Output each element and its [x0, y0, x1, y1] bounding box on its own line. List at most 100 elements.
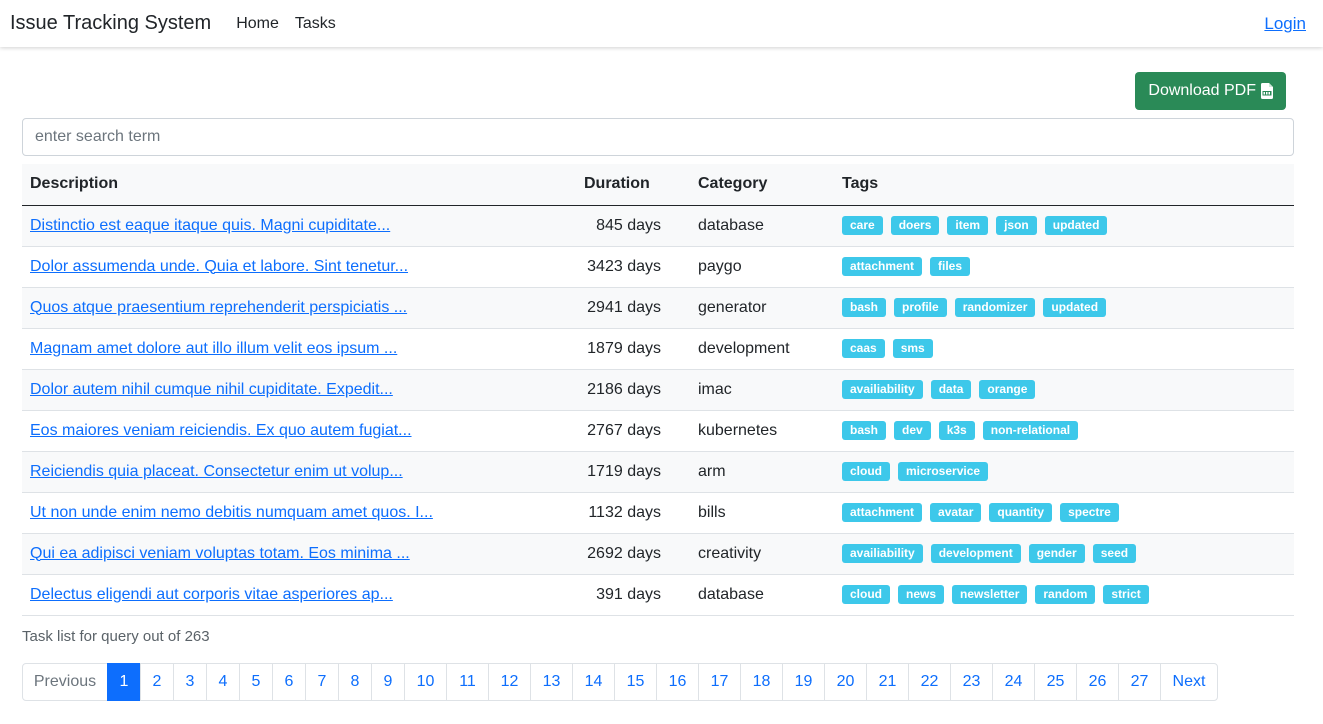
table-body: Distinctio est eaque itaque quis. Magni … [22, 205, 1294, 616]
table-header-row: Description Duration Category Tags [22, 164, 1294, 206]
cell-tags: cloud microservice [834, 451, 1294, 493]
page-2-button[interactable]: 2 [140, 662, 174, 701]
table-row: Delectus eligendi aut corporis vitae asp… [22, 574, 1294, 616]
task-description-link[interactable]: Distinctio est eaque itaque quis. Magni … [30, 216, 391, 234]
login-link[interactable]: Login [1264, 13, 1306, 33]
task-description-link[interactable]: Quos atque praesentium reprehenderit per… [30, 298, 408, 316]
brand-title[interactable]: Issue Tracking System [10, 12, 212, 34]
tag-badge: avatar [930, 503, 982, 522]
task-description-link[interactable]: Ut non unde enim nemo debitis numquam am… [30, 503, 433, 521]
table-row: Reiciendis quia placeat. Consectetur eni… [22, 451, 1294, 493]
cell-tags: care doers item json updated [834, 205, 1294, 247]
task-description-link[interactable]: Dolor assumenda unde. Quia et labore. Si… [30, 257, 409, 275]
cell-tags: attachment avatar quantity spectre [834, 492, 1294, 534]
task-description-link[interactable]: Magnam amet dolore aut illo illum velit … [30, 339, 398, 357]
cell-duration: 2767 days [576, 410, 690, 452]
header-duration[interactable]: Duration [576, 164, 690, 206]
tag-badge: randomizer [954, 298, 1036, 317]
toolbar: Download PDF [22, 72, 1294, 110]
page-9-button[interactable]: 9 [371, 662, 405, 701]
tag-badge: newsletter [952, 585, 1028, 604]
task-description-link[interactable]: Qui ea adipisci veniam voluptas totam. E… [30, 544, 410, 562]
task-description-link[interactable]: Eos maiores veniam reiciendis. Ex quo au… [30, 421, 412, 439]
page-11-button[interactable]: 11 [446, 662, 489, 701]
page-23-button[interactable]: 23 [950, 662, 993, 701]
tag-badge: dev [894, 421, 931, 440]
header-category[interactable]: Category [690, 164, 834, 206]
cell-duration: 391 days [576, 574, 690, 616]
next-page-button[interactable]: Next [1160, 662, 1218, 701]
cell-category: database [690, 205, 834, 247]
header-tags[interactable]: Tags [834, 164, 1294, 206]
page-22-button[interactable]: 22 [908, 662, 951, 701]
page-27-button[interactable]: 27 [1118, 662, 1161, 701]
tag-badge: files [930, 257, 971, 276]
cell-duration: 2186 days [576, 369, 690, 411]
tag-badge: cloud [842, 585, 890, 604]
page-21-button[interactable]: 21 [866, 662, 909, 701]
tag-badge: availiability [842, 544, 923, 563]
page-10-button[interactable]: 10 [404, 662, 447, 701]
page-16-button[interactable]: 16 [656, 662, 699, 701]
tag-badge: availiability [842, 380, 923, 399]
table-row: Dolor assumenda unde. Quia et labore. Si… [22, 246, 1294, 288]
page-7-button[interactable]: 7 [305, 662, 339, 701]
page-26-button[interactable]: 26 [1076, 662, 1119, 701]
tag-badge: strict [1103, 585, 1149, 604]
page-18-button[interactable]: 18 [740, 662, 783, 701]
tag-badge: bash [842, 298, 887, 317]
page-14-button[interactable]: 14 [572, 662, 615, 701]
cell-category: creativity [690, 533, 834, 575]
navbar: Issue Tracking System Home Tasks Login [0, 0, 1323, 47]
tag-badge: attachment [842, 257, 923, 276]
tag-badge: seed [1092, 544, 1137, 563]
search-input[interactable] [22, 118, 1294, 156]
task-description-link[interactable]: Delectus eligendi aut corporis vitae asp… [30, 585, 393, 603]
cell-category: development [690, 328, 834, 370]
page-3-button[interactable]: 3 [173, 662, 207, 701]
tag-badge: json [996, 216, 1037, 235]
tag-badge: development [930, 544, 1021, 563]
cell-category: database [690, 574, 834, 616]
page-25-button[interactable]: 25 [1034, 662, 1077, 701]
cell-description: Magnam amet dolore aut illo illum velit … [22, 328, 576, 370]
tag-badge: profile [894, 298, 947, 317]
page-13-button[interactable]: 13 [530, 662, 573, 701]
header-description[interactable]: Description [22, 164, 576, 206]
tag-badge: caas [842, 339, 885, 358]
nav-link-tasks[interactable]: Tasks [294, 14, 336, 32]
cell-description: Dolor autem nihil cumque nihil cupiditat… [22, 369, 576, 411]
page-8-button[interactable]: 8 [338, 662, 372, 701]
download-pdf-button[interactable]: Download PDF [1135, 72, 1286, 110]
page-15-button[interactable]: 15 [614, 662, 657, 701]
page-20-button[interactable]: 20 [824, 662, 867, 701]
tag-badge: k3s [938, 421, 975, 440]
page-19-button[interactable]: 19 [782, 662, 825, 701]
task-description-link[interactable]: Reiciendis quia placeat. Consectetur eni… [30, 462, 403, 480]
cell-duration: 2941 days [576, 287, 690, 329]
cell-duration: 1132 days [576, 492, 690, 534]
cell-tags: bash profile randomizer updated [834, 287, 1294, 329]
page-24-button[interactable]: 24 [992, 662, 1035, 701]
tag-badge: bash [842, 421, 887, 440]
table-row: Eos maiores veniam reiciendis. Ex quo au… [22, 410, 1294, 452]
task-description-link[interactable]: Dolor autem nihil cumque nihil cupiditat… [30, 380, 393, 398]
page-5-button[interactable]: 5 [239, 662, 273, 701]
cell-category: arm [690, 451, 834, 493]
cell-description: Qui ea adipisci veniam voluptas totam. E… [22, 533, 576, 575]
nav-link-home[interactable]: Home [236, 14, 279, 32]
page-1-button[interactable]: 1 [107, 662, 141, 701]
page-12-button[interactable]: 12 [488, 662, 531, 701]
page-17-button[interactable]: 17 [698, 662, 741, 701]
cell-tags: cloud news newsletter random strict [834, 574, 1294, 616]
page-6-button[interactable]: 6 [272, 662, 306, 701]
table-row: Ut non unde enim nemo debitis numquam am… [22, 492, 1294, 534]
tag-badge: item [947, 216, 989, 235]
previous-page-button[interactable]: Previous [22, 662, 108, 701]
tag-badge: doers [890, 216, 940, 235]
tag-badge: gender [1028, 544, 1085, 563]
cell-tags: caas sms [834, 328, 1294, 370]
cell-category: imac [690, 369, 834, 411]
page-4-button[interactable]: 4 [206, 662, 240, 701]
tag-badge: spectre [1060, 503, 1119, 522]
